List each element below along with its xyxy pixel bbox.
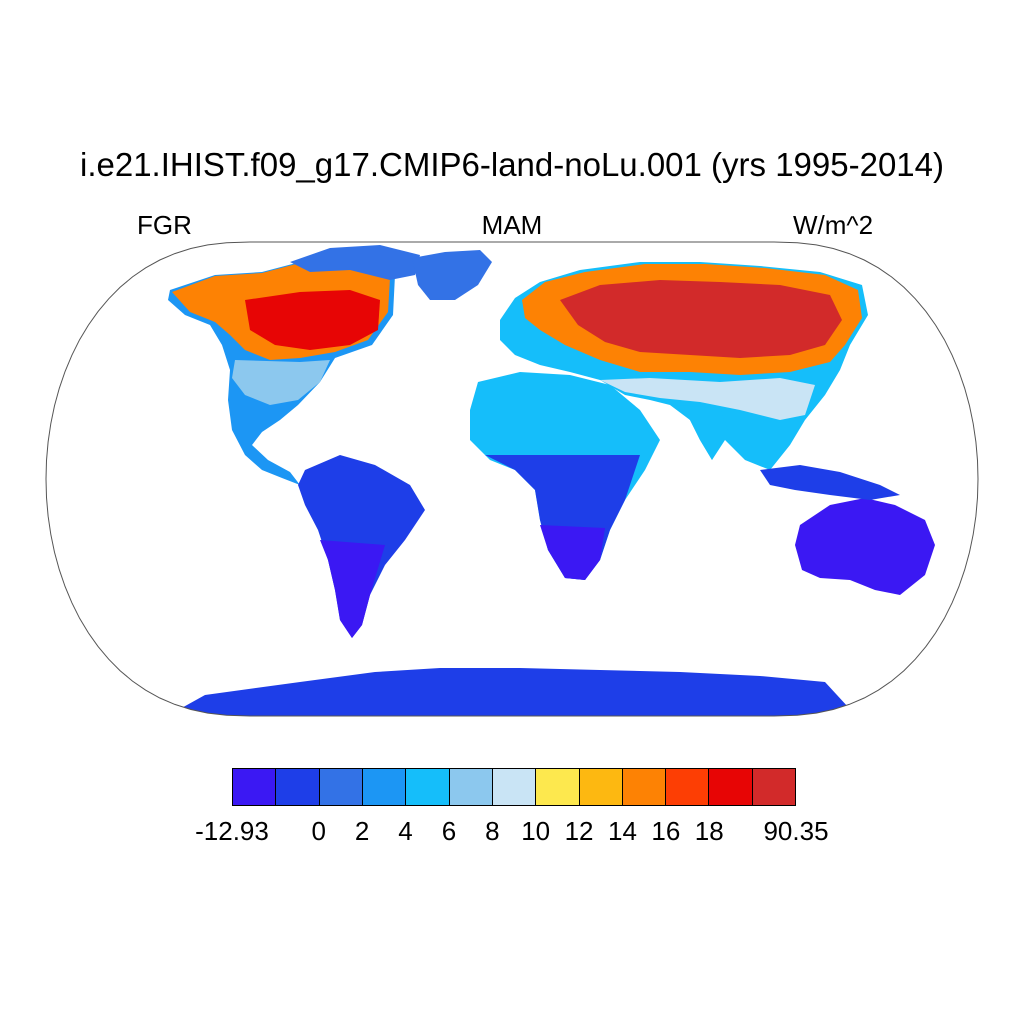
- colorbar-tick-label: 12: [564, 816, 594, 846]
- land-layer: [160, 245, 935, 716]
- land-indonesia: [760, 465, 900, 500]
- colorbar-ticks: -12.93 0 2 4 6 8 10 12 14 16 18 90.35: [0, 816, 1024, 850]
- colorbar-cell: [622, 769, 667, 805]
- land-greenland: [412, 250, 492, 300]
- plot-title: i.e21.IHIST.f09_g17.CMIP6-land-noLu.001 …: [79, 146, 944, 183]
- colorbar-tick-label: 6: [441, 816, 457, 846]
- colorbar-cell: [319, 769, 363, 805]
- colorbar-tick-label: 2: [354, 816, 370, 846]
- colorbar-tick-label: 90.35: [763, 816, 829, 846]
- colorbar-cell: [579, 769, 623, 805]
- colorbar-tick-label: 10: [521, 816, 551, 846]
- colorbar-cell: [233, 769, 277, 805]
- colorbar-tick-label: -12.93: [195, 816, 269, 846]
- land-arctic-islands: [290, 245, 420, 280]
- colorbar-cell: [666, 769, 710, 805]
- colorbar-tick-label: 4: [398, 816, 413, 846]
- land-antarctica: [160, 668, 860, 716]
- colorbar-cell: [752, 769, 796, 805]
- colorbar-cell: [276, 769, 320, 805]
- colorbar-cell: [492, 769, 537, 805]
- colorbar-cell: [709, 769, 753, 805]
- map-outline: [45, 241, 979, 717]
- colorbar-tick-label: 18: [694, 816, 724, 846]
- colorbar-tick-label: 14: [607, 816, 637, 846]
- colorbar-cell: [362, 769, 407, 805]
- colorbar-cell: [449, 769, 493, 805]
- colorbar-tick-label: 16: [651, 816, 681, 846]
- land-eurasia-hot: [560, 280, 842, 358]
- units-label: W/m^2: [793, 210, 874, 240]
- colorbar-tick-label: 8: [485, 816, 500, 846]
- land-australia: [795, 498, 935, 595]
- land-sa-south: [320, 540, 385, 638]
- land-na-hot: [245, 290, 380, 350]
- colorbar-cell: [536, 769, 580, 805]
- variable-label: FGR: [137, 210, 192, 240]
- colorbar-cell: [406, 769, 450, 805]
- colorbar-tick-label: 0: [311, 816, 326, 846]
- land-na-mid: [232, 360, 330, 405]
- colorbar: [232, 768, 796, 806]
- land-africa-tip: [540, 525, 605, 580]
- season-label: MAM: [481, 210, 543, 240]
- land-asia-mid: [600, 378, 815, 420]
- land-india: [675, 405, 728, 460]
